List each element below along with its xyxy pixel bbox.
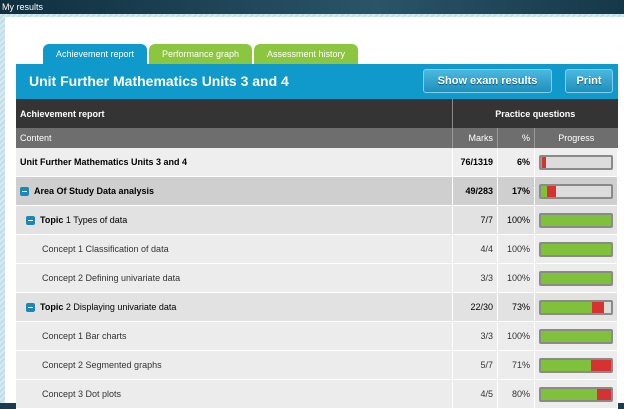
table-row: Concept 1 Classification of data 4/4 100% <box>16 234 618 264</box>
row-pct: 80% <box>497 379 535 409</box>
tab-assessment-history[interactable]: Assessment history <box>254 44 358 64</box>
progress-bar <box>539 212 613 228</box>
row-pct: 100% <box>497 205 535 235</box>
row-progress <box>534 350 618 380</box>
row-label: Concept 1 Bar charts <box>42 331 127 341</box>
window-title: My results <box>0 0 624 14</box>
row-pct: 100% <box>497 234 535 264</box>
row-content: Concept 2 Segmented graphs <box>16 350 454 380</box>
progress-correct <box>541 272 611 284</box>
row-marks: 3/3 <box>452 321 499 351</box>
row-pct: 71% <box>497 350 535 380</box>
row-label: Concept 2 Segmented graphs <box>42 360 162 370</box>
progress-bar <box>539 328 613 344</box>
progress-correct <box>541 185 547 197</box>
table-row[interactable]: Area Of Study Data analysis 49/283 17% <box>16 176 618 206</box>
progress-incorrect <box>592 301 604 313</box>
page-frame: Achievement report Performance graph Ass… <box>0 14 624 409</box>
progress-correct <box>541 388 597 400</box>
row-pct: 100% <box>497 321 535 351</box>
row-progress <box>534 321 618 351</box>
row-label: 2 Displaying univariate data <box>65 301 177 312</box>
progress-correct <box>541 359 591 371</box>
collapse-icon[interactable] <box>26 216 35 226</box>
row-progress <box>534 176 618 206</box>
progress-bar <box>539 357 613 373</box>
print-button[interactable]: Print <box>565 69 613 93</box>
row-marks: 22/30 <box>452 292 499 322</box>
col-progress: Progress <box>534 128 618 148</box>
table-row: Concept 3 Dot plots 4/5 80% <box>16 379 618 409</box>
progress-incorrect <box>542 156 546 168</box>
page-title: Unit Further Mathematics Units 3 and 4 <box>29 73 289 89</box>
progress-incorrect <box>590 359 611 371</box>
row-label: Concept 2 Defining univariate data <box>42 273 181 283</box>
row-progress <box>534 234 618 264</box>
row-progress <box>534 148 618 177</box>
progress-bar <box>539 270 613 286</box>
row-progress <box>534 263 618 293</box>
row-content: Concept 2 Defining univariate data <box>16 263 454 293</box>
row-pct: 17% <box>497 176 535 206</box>
row-marks: 3/3 <box>452 263 499 293</box>
show-exam-results-button[interactable]: Show exam results <box>423 69 552 93</box>
progress-correct <box>541 214 611 226</box>
col-practice-questions: Practice questions <box>452 99 618 128</box>
row-content: Topic 1 Types of data <box>16 205 454 235</box>
results-panel: Achievement report Performance graph Ass… <box>5 17 624 409</box>
progress-incorrect <box>597 388 611 400</box>
progress-correct <box>541 156 543 168</box>
table-row: Concept 1 Bar charts 3/3 100% <box>16 321 618 351</box>
col-achievement-report: Achievement report <box>16 99 453 128</box>
row-pct: 100% <box>497 263 535 293</box>
row-marks: 4/5 <box>452 379 499 409</box>
col-content: Content <box>16 128 453 148</box>
row-marks: 7/7 <box>452 205 499 235</box>
progress-correct <box>541 330 611 342</box>
col-marks: Marks <box>452 128 498 148</box>
row-label: Concept 3 Dot plots <box>42 389 122 399</box>
row-progress <box>534 292 618 322</box>
table-row: Concept 2 Defining univariate data 3/3 100… <box>16 263 618 293</box>
row-prefix: Topic <box>40 301 64 312</box>
achievement-table: Achievement report Practice questions Con… <box>16 99 618 409</box>
progress-bar <box>539 241 613 257</box>
progress-bar <box>539 299 613 315</box>
row-content: Concept 1 Bar charts <box>16 321 454 351</box>
progress-bar <box>539 183 613 199</box>
row-prefix: Topic <box>40 214 64 225</box>
row-marks: 4/4 <box>452 234 499 264</box>
tab-achievement-report[interactable]: Achievement report <box>43 44 147 64</box>
progress-incorrect <box>546 185 557 197</box>
row-label: Concept 1 Classification of data <box>42 244 169 254</box>
table-row: Unit Further Mathematics Units 3 and 4 76… <box>16 148 618 177</box>
row-pct: 73% <box>497 292 535 322</box>
col-pct: % <box>497 128 535 148</box>
row-progress <box>534 379 618 409</box>
progress-correct <box>541 243 611 255</box>
row-marks: 76/1319 <box>452 148 499 177</box>
progress-correct <box>541 301 593 313</box>
row-progress <box>534 205 618 235</box>
row-marks: 49/283 <box>452 176 499 206</box>
row-content: Topic 2 Displaying univariate data <box>16 292 454 322</box>
row-content: Concept 3 Dot plots <box>16 379 454 409</box>
row-marks: 5/7 <box>452 350 499 380</box>
row-label: Area Of Study Data analysis <box>34 185 155 196</box>
collapse-icon[interactable] <box>26 303 35 313</box>
table-row: Concept 2 Segmented graphs 5/7 71% <box>16 350 618 380</box>
progress-bar <box>539 386 613 402</box>
row-pct: 6% <box>497 148 535 177</box>
row-content: Concept 1 Classification of data <box>16 234 454 264</box>
row-label: Unit Further Mathematics Units 3 and 4 <box>20 157 188 167</box>
tab-performance-graph[interactable]: Performance graph <box>149 44 252 64</box>
row-content: Area Of Study Data analysis <box>16 176 454 206</box>
table-row[interactable]: Topic 1 Types of data 7/7 100% <box>16 205 618 235</box>
report-header: Unit Further Mathematics Units 3 and 4 S… <box>16 64 618 99</box>
row-label: 1 Types of data <box>65 214 128 225</box>
collapse-icon[interactable] <box>20 187 29 197</box>
row-content: Unit Further Mathematics Units 3 and 4 <box>16 148 454 177</box>
table-row[interactable]: Topic 2 Displaying univariate data 22/30 7… <box>16 292 618 322</box>
progress-bar <box>539 154 613 170</box>
